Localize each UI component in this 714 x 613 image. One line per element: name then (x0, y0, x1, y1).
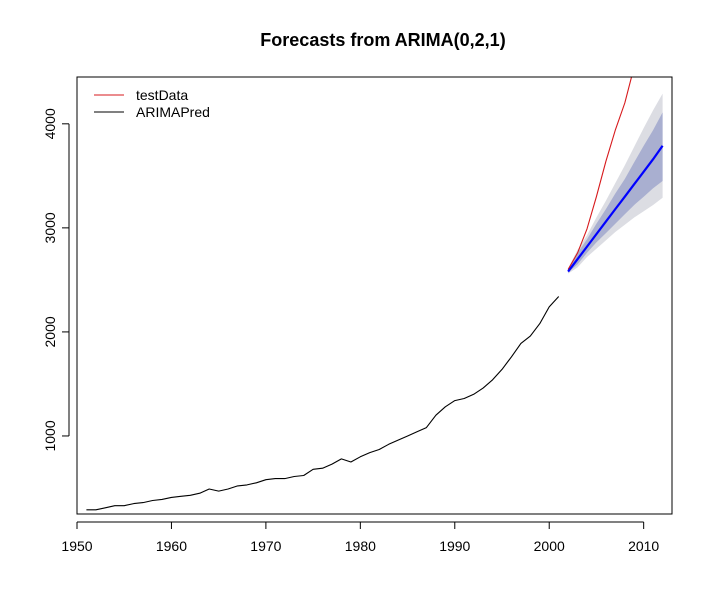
y-tick-label: 1000 (42, 420, 58, 451)
x-tick-label: 2010 (628, 538, 659, 554)
history-line (86, 296, 560, 511)
band-95-percent (568, 93, 663, 274)
x-tick-label: 1990 (439, 538, 470, 554)
x-axis: 1950 1960 1970 1980 1990 2000 2010 (61, 521, 659, 554)
x-tick-label: 1970 (250, 538, 281, 554)
band-80-percent (568, 112, 663, 273)
series-lines (86, 77, 664, 511)
x-tick-label: 2000 (534, 538, 565, 554)
y-axis: 1000 2000 3000 4000 (42, 108, 70, 452)
x-tick-label: 1950 (61, 538, 92, 554)
test-data-line (567, 77, 633, 270)
forecast-line (567, 145, 664, 273)
plot-box (76, 76, 673, 515)
chart-title: Forecasts from ARIMA(0,2,1) (260, 30, 505, 50)
prediction-intervals (568, 93, 663, 274)
x-tick-label: 1960 (156, 538, 187, 554)
y-tick-label: 2000 (42, 316, 58, 347)
legend-label: testData (136, 87, 188, 103)
x-tick-label: 1980 (345, 538, 376, 554)
y-tick-label: 4000 (42, 108, 58, 139)
legend-label: ARIMAPred (136, 104, 210, 120)
y-tick-label: 3000 (42, 212, 58, 243)
